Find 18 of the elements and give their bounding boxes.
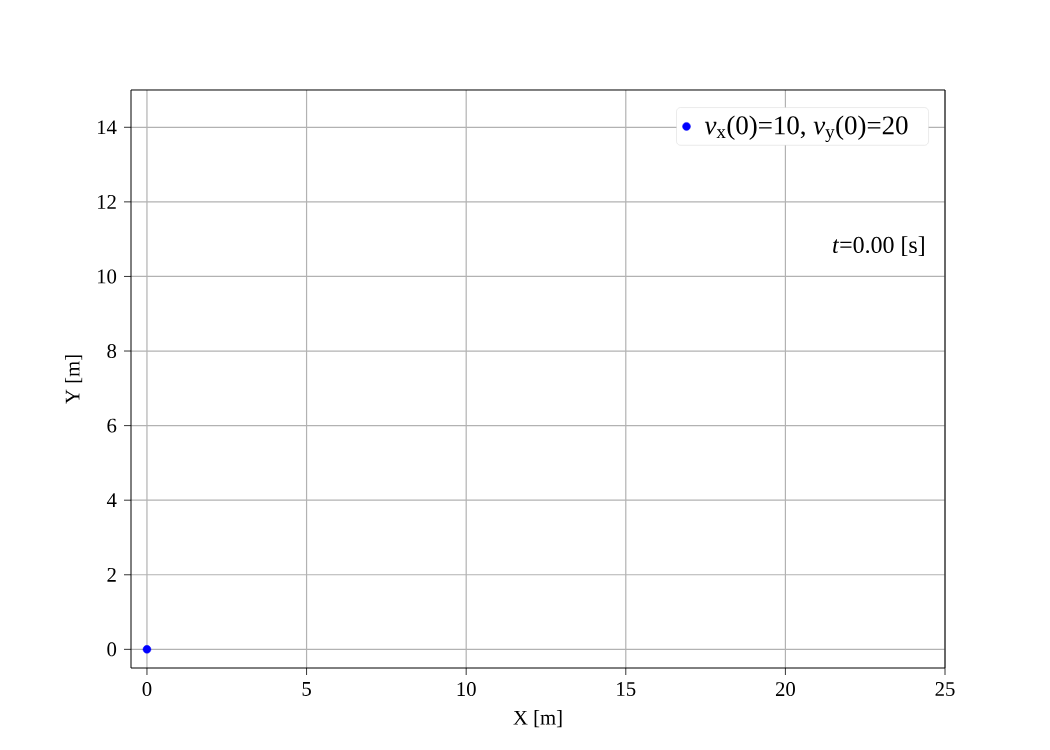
x-tick-label: 0 [142, 682, 152, 697]
y-tick-label: 2 [107, 567, 116, 582]
y-tick-label: 6 [107, 418, 117, 433]
x-axis-title: X [m] [513, 710, 562, 728]
y-tick-label: 0 [107, 642, 117, 657]
x-tick-label: 25 [935, 682, 955, 697]
y-axis-title: Y [m] [65, 355, 83, 404]
y-tick-label: 8 [107, 344, 117, 359]
x-tick-label: 10 [457, 682, 476, 697]
legend-label: v$_{x}$(0)=10, v$_{y}$(0)=20 [704, 115, 908, 142]
y-tick-label: 10 [98, 269, 117, 284]
y-tick-label: 12 [98, 195, 116, 209]
x-tick-label: 15 [617, 682, 636, 696]
annotation: t=0.00 [s] [833, 236, 924, 256]
y-tick-label: 4 [106, 493, 117, 508]
x-tick-label: 20 [775, 682, 795, 697]
y-tick-label: 14 [98, 120, 117, 135]
x-tick-label: 5 [302, 682, 311, 696]
